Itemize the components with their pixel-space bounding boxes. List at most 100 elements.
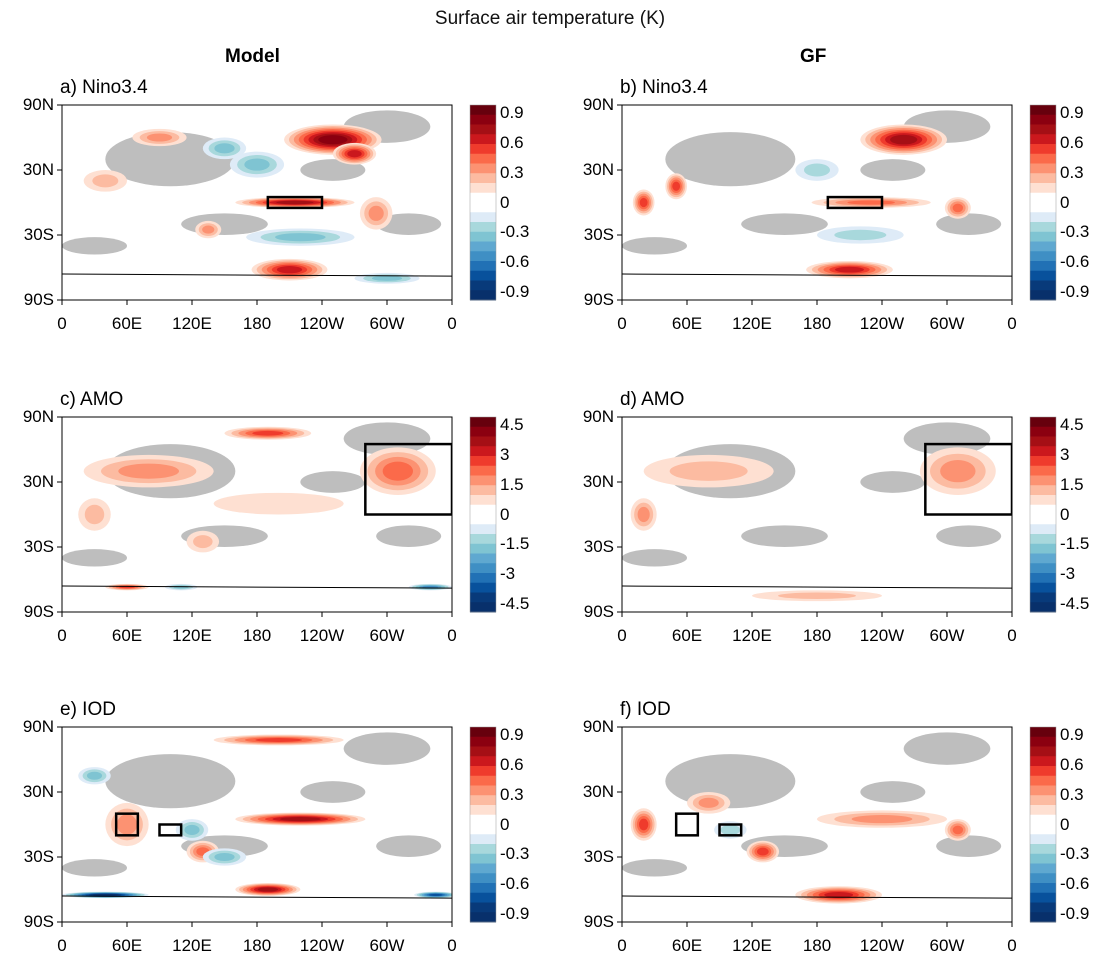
colorbar-band <box>1030 241 1056 252</box>
antarctic-coastline <box>622 585 1012 589</box>
anomaly-contour <box>930 453 986 489</box>
colorbar-band <box>1030 475 1056 486</box>
colorbar-band <box>1030 736 1056 747</box>
anomaly-contour <box>890 134 918 145</box>
colorbar-band <box>470 212 496 223</box>
anomaly-contour <box>823 198 919 207</box>
map-frame <box>61 416 453 613</box>
colorbar-band <box>1030 426 1056 437</box>
colorbar-band <box>1030 863 1056 874</box>
anomaly-contour <box>375 456 421 486</box>
anomaly-contour <box>382 461 414 481</box>
anomaly-contour <box>78 498 111 531</box>
colorbar-label: 0.3 <box>500 162 524 182</box>
colorbar-band <box>470 873 496 884</box>
insignificant-region <box>376 835 442 858</box>
anomaly-contour <box>248 198 341 207</box>
anomaly-contour <box>118 463 179 479</box>
colorbar-band <box>1030 592 1056 603</box>
colorbar-label: 0.6 <box>500 132 524 152</box>
colorbar-band <box>470 582 496 593</box>
anomaly-contour <box>78 767 111 785</box>
anomaly-contour <box>795 886 883 904</box>
colorbar-band <box>470 124 496 135</box>
anomaly-contour <box>202 225 215 234</box>
colorbar-band <box>1030 105 1056 116</box>
insignificant-region <box>343 422 431 455</box>
anomaly-contour <box>630 498 657 531</box>
anomaly-contour <box>818 890 859 899</box>
colorbar-label: -0.3 <box>1060 844 1090 864</box>
colorbar-band <box>470 746 496 757</box>
colorbar-band <box>1030 824 1056 835</box>
colorbar-band <box>470 183 496 194</box>
lon-tick-label: 0 <box>1007 626 1017 645</box>
colorbar-band <box>470 534 496 545</box>
lat-tick-label: 90S <box>583 912 614 931</box>
insignificant-region <box>105 754 236 809</box>
anomaly-contour <box>347 150 362 158</box>
antarctic-coastline <box>62 585 452 589</box>
colorbar-band <box>1030 436 1056 447</box>
lon-tick-label: 60W <box>929 314 965 333</box>
anomaly-contour <box>947 199 969 217</box>
colorbar-band <box>470 775 496 786</box>
colorbar-band <box>470 134 496 145</box>
anomaly-contour <box>255 738 303 742</box>
anomaly-contour <box>669 461 748 481</box>
anomaly-contour <box>423 893 448 897</box>
anomaly-contour <box>202 137 247 160</box>
lon-tick-label: 60W <box>369 936 405 955</box>
colorbar-band <box>1030 543 1056 554</box>
anomaly-contour <box>88 893 122 897</box>
anomaly-contour <box>245 429 291 437</box>
colorbar-band <box>1030 192 1056 203</box>
colorbar-band <box>470 231 496 242</box>
anomaly-contour <box>947 821 969 839</box>
colorbar-band <box>470 805 496 816</box>
lon-tick-label: 60E <box>671 626 703 645</box>
lat-tick-label: 30S <box>583 537 614 556</box>
anomaly-contour <box>408 583 452 591</box>
colorbar-label: 0 <box>500 192 510 212</box>
anomaly-contour <box>751 844 774 859</box>
anomaly-contour <box>672 181 681 191</box>
lat-tick-label: 30S <box>583 847 614 866</box>
colorbar-label: -0.6 <box>500 874 530 894</box>
anomaly-contour <box>255 198 335 207</box>
anomaly-contour <box>276 200 314 205</box>
lon-tick-label: 60E <box>111 314 143 333</box>
colorbar-label: -0.3 <box>500 844 530 864</box>
insignificant-region <box>376 525 442 548</box>
colorbar-band <box>470 863 496 874</box>
colorbar-band <box>1030 902 1056 913</box>
anomaly-contour <box>257 887 279 892</box>
colorbar-band <box>1030 573 1056 584</box>
panel-label: e) IOD <box>60 699 116 720</box>
insignificant-region <box>622 549 687 567</box>
colorbar-band <box>1030 173 1056 184</box>
insignificant-region <box>741 213 828 236</box>
colorbar-band <box>470 524 496 535</box>
anomaly-contour <box>415 584 446 590</box>
lon-tick-label: 0 <box>617 936 627 955</box>
anomaly-contour <box>293 127 372 152</box>
anomaly-contour <box>214 143 235 154</box>
anomaly-contour <box>851 815 913 824</box>
anomaly-contour <box>116 814 138 835</box>
column-title-model: Model <box>225 46 280 67</box>
colorbar-label: -1.5 <box>1060 534 1090 554</box>
anomaly-contour <box>823 264 876 275</box>
lat-tick-label: 90N <box>582 717 614 736</box>
insignificant-region <box>181 525 268 548</box>
colorbar-band <box>470 902 496 913</box>
anomaly-contour <box>795 159 839 181</box>
anomaly-contour <box>83 454 214 488</box>
insignificant-region <box>665 754 796 809</box>
anomaly-contour <box>251 258 328 281</box>
map-frame <box>621 416 1013 613</box>
colorbar-label: 1.5 <box>500 474 524 494</box>
anomaly-contour <box>335 144 374 164</box>
